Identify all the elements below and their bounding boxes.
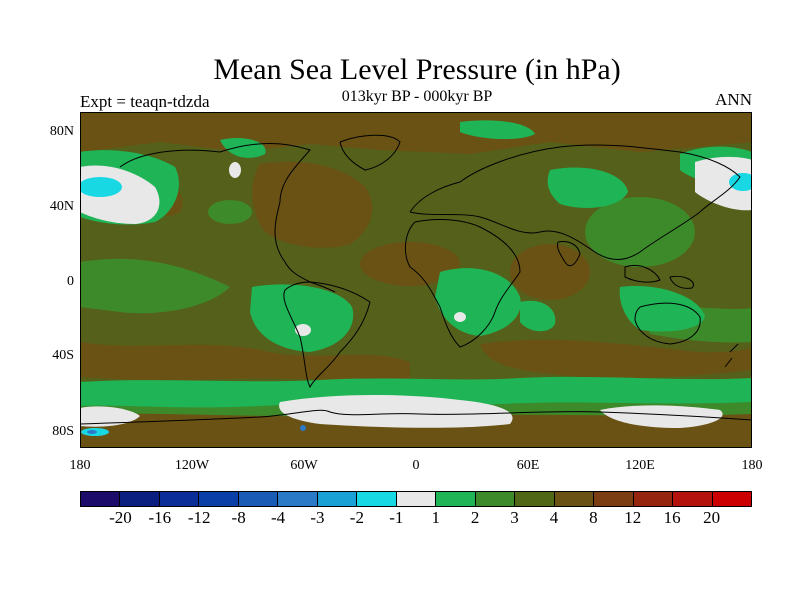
- map-title: Mean Sea Level Pressure (in hPa): [213, 53, 621, 86]
- colorbar-swatch: [120, 492, 160, 506]
- colorbar-label: 2: [470, 508, 480, 527]
- lon-label: 180: [69, 458, 91, 473]
- lat-label: 80N: [49, 124, 74, 139]
- colorbar-label: -3: [310, 508, 325, 527]
- colorbar-label: 12: [624, 508, 642, 527]
- colorbar-label: 16: [663, 508, 681, 527]
- colorbar-label: 4: [549, 508, 559, 527]
- colorbar-label: -1: [389, 508, 404, 527]
- colorbar-label: 8: [589, 508, 598, 527]
- colorbar-swatch: [515, 492, 555, 506]
- coastlines: [80, 134, 752, 425]
- colorbar-label: -4: [270, 508, 286, 527]
- colorbar-swatch: [317, 492, 358, 506]
- lon-label: 120E: [625, 458, 655, 473]
- season-label: ANN: [715, 90, 752, 109]
- lon-label: 0: [412, 458, 420, 473]
- colorbar-swatch: [278, 492, 318, 506]
- lat-label: 40N: [49, 199, 74, 214]
- colorbar-label: 3: [510, 508, 519, 527]
- colorbar-label: -2: [349, 508, 364, 527]
- colorbar-swatch: [594, 492, 634, 506]
- colorbar-swatch: [159, 492, 200, 506]
- pressure-field: [80, 112, 752, 448]
- colorbar-label: -12: [187, 508, 211, 527]
- colorbar: [80, 491, 752, 507]
- colorbar-swatch: [436, 492, 476, 506]
- experiment-label: Expt = teaqn-tdzda: [80, 92, 210, 111]
- colorbar-label: -16: [148, 508, 172, 527]
- lat-label: 0: [67, 274, 74, 289]
- colorbar-swatch: [673, 492, 713, 506]
- colorbar-swatch: [238, 492, 279, 506]
- cyan-regions: [80, 173, 752, 436]
- colorbar-swatch: [199, 492, 239, 506]
- lon-label: 60W: [290, 458, 318, 473]
- colorbar-label: 20: [703, 508, 721, 527]
- pressure-map: [80, 112, 752, 448]
- lat-label: 40S: [52, 348, 74, 363]
- colorbar-swatch: [357, 492, 397, 506]
- map-subtitle: 013kyr BP - 000kyr BP: [341, 88, 493, 105]
- colorbar-label: -8: [231, 508, 246, 527]
- colorbar-swatch: [81, 492, 121, 506]
- colorbar-swatch: [712, 492, 751, 506]
- lon-label: 60E: [516, 458, 540, 473]
- lon-label: 180: [741, 458, 763, 473]
- brown-regions: [80, 112, 752, 448]
- colorbar-label: 1: [431, 508, 440, 527]
- lon-label: 120W: [174, 458, 210, 473]
- bright-green-regions: [80, 120, 752, 408]
- colorbar-swatch: [554, 492, 595, 506]
- colorbar-swatch: [475, 492, 516, 506]
- lat-label: 80S: [52, 424, 74, 439]
- blue-regions: [87, 425, 306, 434]
- colorbar-swatch: [396, 492, 437, 506]
- colorbar-swatch: [633, 492, 674, 506]
- colorbar-label: -20: [109, 508, 132, 527]
